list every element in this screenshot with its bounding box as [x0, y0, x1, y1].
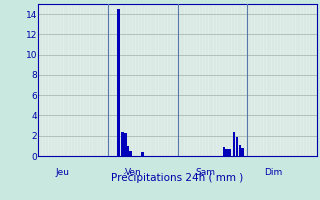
- Bar: [241, 148, 244, 156]
- Bar: [117, 9, 120, 156]
- Bar: [121, 132, 124, 156]
- Bar: [233, 132, 235, 156]
- Text: Sam: Sam: [195, 168, 215, 177]
- Bar: [222, 147, 225, 156]
- X-axis label: Précipitations 24h ( mm ): Précipitations 24h ( mm ): [111, 173, 244, 183]
- Bar: [238, 145, 241, 156]
- Bar: [236, 137, 238, 156]
- Bar: [226, 149, 228, 156]
- Text: Ven: Ven: [125, 168, 142, 177]
- Text: Dim: Dim: [265, 168, 283, 177]
- Bar: [127, 146, 130, 156]
- Bar: [124, 133, 127, 156]
- Text: Jeu: Jeu: [56, 168, 70, 177]
- Bar: [130, 151, 132, 156]
- Bar: [228, 149, 231, 156]
- Bar: [141, 152, 144, 156]
